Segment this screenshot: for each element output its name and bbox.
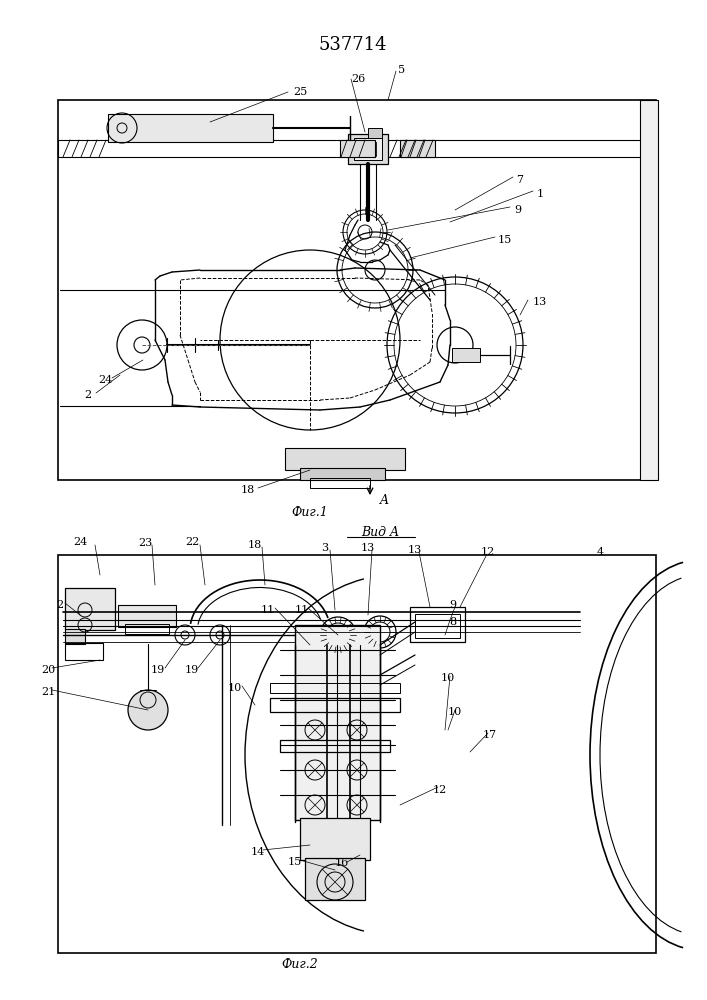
Text: 1: 1 [537,189,544,199]
Text: 12: 12 [481,547,495,557]
Text: 15: 15 [288,857,302,867]
Text: 13: 13 [533,297,547,307]
Text: 10: 10 [448,707,462,717]
Bar [340,140,375,157]
Text: Вид A: Вид A [361,526,399,538]
Text: 12: 12 [433,785,447,795]
Bar [368,128,382,138]
Bar [65,643,103,660]
Bar [285,448,405,470]
Text: 23: 23 [138,538,152,548]
Text: 22: 22 [185,537,199,547]
Bar [108,114,273,142]
Text: 19: 19 [185,665,199,675]
Bar [118,605,176,627]
Text: Фиг.1: Фиг.1 [291,506,328,518]
Bar [65,629,85,644]
Bar [300,818,370,860]
Bar [310,478,370,488]
Text: 16: 16 [335,858,349,868]
Bar [415,614,460,626]
Text: 2: 2 [57,600,64,610]
Text: 18: 18 [248,540,262,550]
Text: 14: 14 [251,847,265,857]
Bar [295,625,380,820]
Bar [280,740,390,752]
Circle shape [128,690,168,730]
Bar [410,607,465,642]
Text: 3: 3 [322,543,329,553]
Bar [58,100,656,480]
Text: 20: 20 [41,665,55,675]
Text: 11: 11 [295,605,309,615]
Bar [125,624,169,634]
Bar [415,626,460,638]
Bar [58,555,656,953]
Text: 11: 11 [261,605,275,615]
Circle shape [140,692,156,708]
Bar [300,468,385,480]
Text: 13: 13 [408,545,422,555]
Text: 15: 15 [498,235,512,245]
Bar [65,588,115,630]
Bar [354,138,382,160]
Text: 537714: 537714 [319,36,387,54]
Bar [58,140,656,157]
Text: 9: 9 [515,205,522,215]
Bar [452,348,480,362]
Bar [400,140,435,157]
Text: 21: 21 [41,687,55,697]
Bar [270,698,400,712]
Text: 24: 24 [98,375,112,385]
Text: 13: 13 [361,543,375,553]
Text: 18: 18 [241,485,255,495]
Text: 25: 25 [293,87,307,97]
Bar [305,858,365,900]
Bar [348,134,388,164]
Text: 9: 9 [450,600,457,610]
Text: A: A [380,493,389,506]
Text: 8: 8 [450,617,457,627]
Bar [270,683,400,693]
Text: 10: 10 [228,683,242,693]
Text: 4: 4 [597,547,604,557]
Text: 5: 5 [399,65,406,75]
Text: 24: 24 [73,537,87,547]
Text: 7: 7 [517,175,523,185]
Text: 26: 26 [351,74,365,84]
Text: 10: 10 [441,673,455,683]
Text: Фиг.2: Фиг.2 [281,958,318,972]
Text: 2: 2 [84,390,92,400]
Text: 17: 17 [483,730,497,740]
Bar [640,100,658,480]
Bar [360,142,376,156]
Text: 19: 19 [151,665,165,675]
